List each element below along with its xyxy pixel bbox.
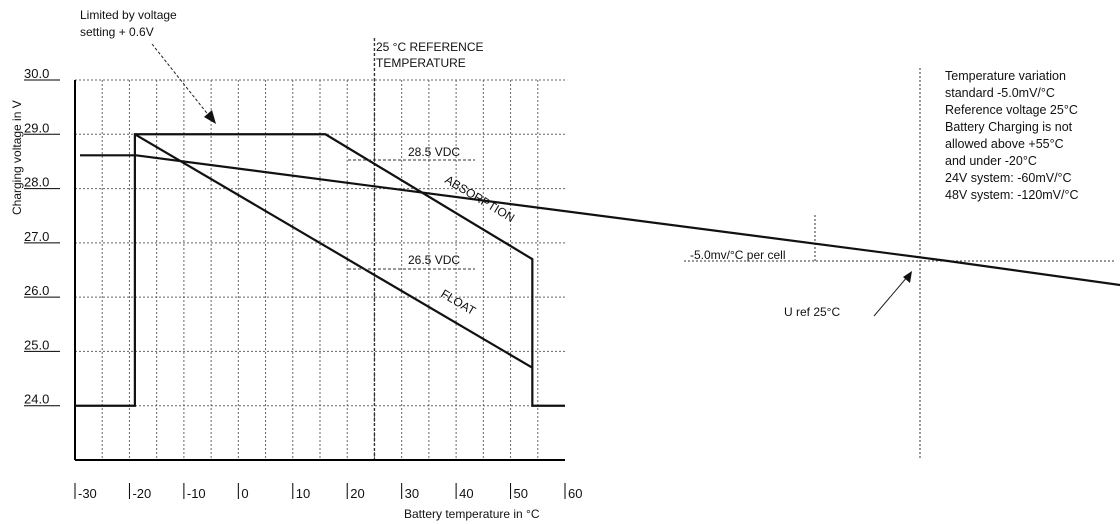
- uref-arrow-line: [873, 275, 909, 317]
- x-tick-label: 20: [350, 486, 364, 501]
- limit-arrow-line: [151, 43, 211, 118]
- absorption-series-label: ABSORPTION: [442, 173, 517, 226]
- y-tick-label: 29.0: [24, 120, 49, 135]
- info-line: 48V system: -120mV/°C: [945, 188, 1079, 202]
- uref-arrow-head: [903, 271, 912, 283]
- reference-label: 25 °C REFERENCE: [376, 40, 484, 54]
- absorption-value-label: 28.5 VDC: [408, 145, 460, 159]
- y-tick-label: 30.0: [24, 66, 49, 81]
- info-line: standard -5.0mV/°C: [945, 86, 1055, 100]
- y-tick-label: 26.0: [24, 283, 49, 298]
- info-line: Battery Charging is not: [945, 120, 1073, 134]
- x-tick-label: -10: [187, 486, 206, 501]
- limit-note: Limited by voltage: [80, 8, 177, 22]
- x-tick-label: 0: [241, 486, 248, 501]
- series-line-float: [134, 133, 533, 369]
- reference-label: TEMPERATURE: [376, 56, 466, 70]
- per-cell-label: -5.0mv/°C per cell: [690, 248, 786, 262]
- float-series-label: FLOAT: [438, 287, 478, 319]
- x-tick-label: 60: [568, 486, 582, 501]
- x-tick-label: 10: [296, 486, 310, 501]
- x-tick-label: 30: [405, 486, 419, 501]
- float-value-label: 26.5 VDC: [408, 253, 460, 267]
- right-diagram: -5.0mv/°C per cell U ref 25°C Temperature …: [80, 68, 1120, 460]
- x-tick-label: -30: [78, 486, 97, 501]
- left-labels: 30.0 29.0 28.0 27.0 26.0 25.0 24.0 -30 -20 -10 0 10…: [10, 8, 582, 521]
- x-axis-title: Battery temperature in °C: [404, 507, 540, 521]
- info-line: allowed above +55°C: [945, 137, 1064, 151]
- limit-note: setting + 0.6V: [80, 25, 154, 39]
- left-axes: [74, 80, 565, 461]
- right-slope-line: [80, 154, 1120, 287]
- uref-label: U ref 25°C: [784, 305, 840, 319]
- limit-arrow-head: [204, 110, 216, 124]
- x-tick-label: 40: [459, 486, 473, 501]
- x-tick-label: 50: [514, 486, 528, 501]
- info-line: and under -20°C: [945, 154, 1037, 168]
- info-line: Temperature variation: [945, 69, 1066, 83]
- y-tick-label: 28.0: [24, 175, 49, 190]
- x-tick-label: -20: [132, 486, 151, 501]
- left-series-lines: [75, 133, 565, 407]
- info-line: Reference voltage 25°C: [945, 103, 1078, 117]
- y-tick-label: 24.0: [24, 392, 49, 407]
- y-tick-label: 25.0: [24, 337, 49, 352]
- y-tick-label: 27.0: [24, 229, 49, 244]
- info-line: 24V system: -60mV/°C: [945, 171, 1072, 185]
- y-axis-title: Charging voltage in V: [10, 100, 24, 215]
- series-line-absorption: [75, 133, 565, 407]
- left-grid: [75, 38, 565, 460]
